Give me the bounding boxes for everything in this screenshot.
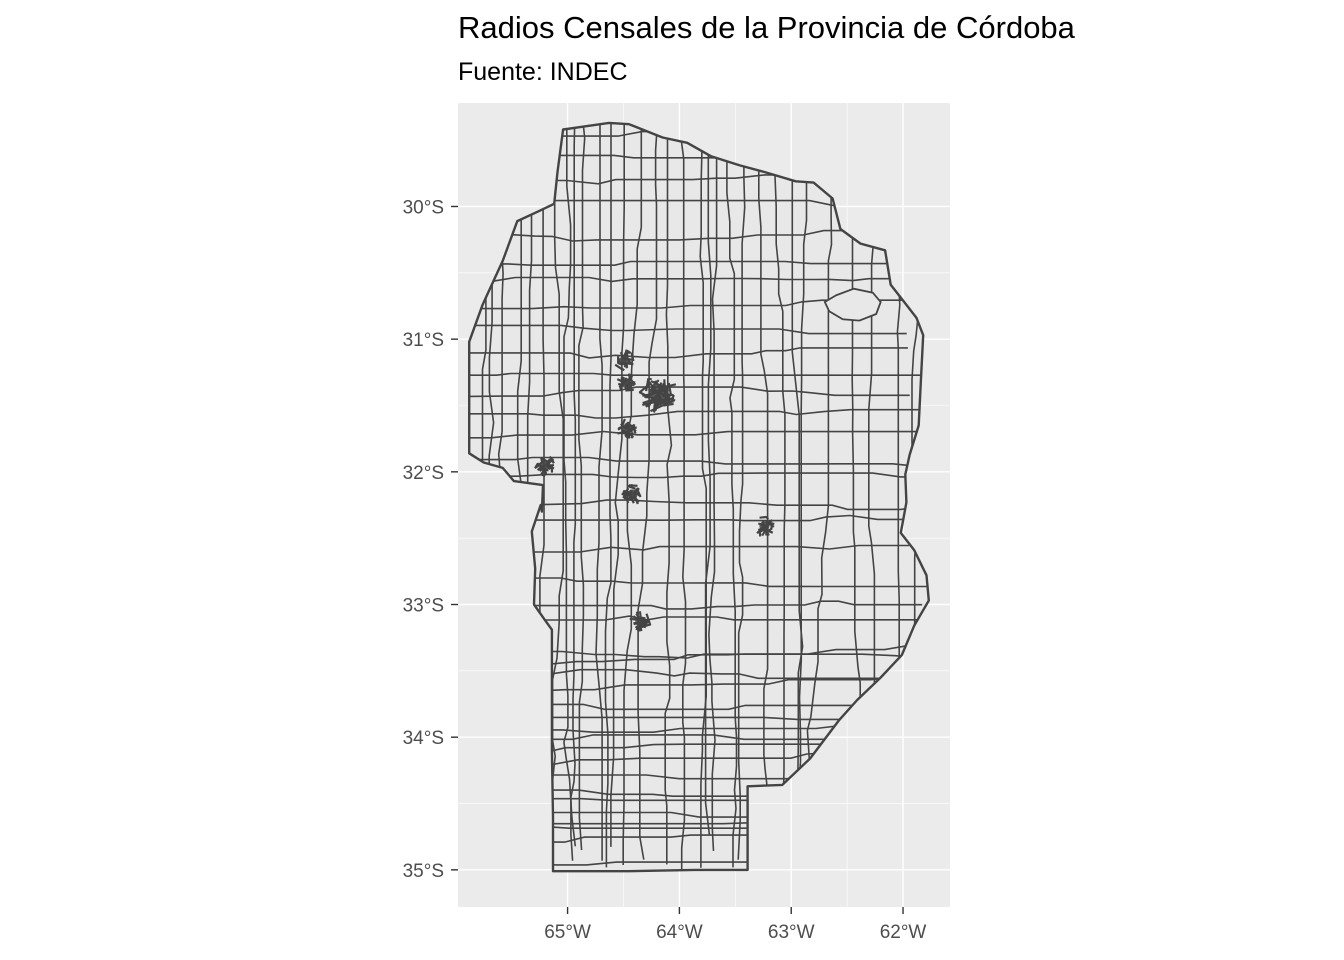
census-radius-mesh — [469, 122, 928, 872]
y-tick-label: 30°S — [403, 197, 444, 218]
urban-cluster — [620, 377, 631, 388]
y-tick-label: 35°S — [403, 861, 444, 882]
radius-boundary — [563, 122, 577, 847]
radius-boundary — [637, 122, 659, 860]
urban-radius-boundary — [622, 495, 629, 501]
radius-boundary — [570, 122, 577, 861]
x-tick-label: 63°W — [768, 922, 815, 943]
urban-radius-boundary — [541, 473, 546, 477]
radius-boundary — [578, 122, 586, 851]
radius-boundary — [726, 122, 738, 868]
y-tick-label: 33°S — [403, 596, 444, 617]
urban-radius-boundary — [658, 395, 670, 406]
y-tick-label: 31°S — [403, 330, 444, 351]
urban-cluster — [649, 384, 668, 403]
y-tick-label: 32°S — [403, 463, 444, 484]
axes: 30°S 31°S 32°S 33°S 34°S 35°S 65°W 64°W 63°W 62°W — [403, 197, 927, 943]
radius-boundary — [737, 122, 746, 860]
urban-radius-boundary — [629, 378, 637, 386]
urban-cluster — [619, 355, 630, 366]
radius-boundary — [469, 372, 928, 376]
radius-boundary — [758, 122, 771, 870]
radius-boundary — [604, 122, 615, 868]
urban-radius-boundary — [770, 523, 773, 530]
radius-boundary — [664, 122, 673, 865]
radius-boundary — [791, 122, 804, 850]
x-tick-label: 65°W — [544, 922, 591, 943]
urban-radius-boundary — [614, 363, 624, 371]
urban-radius-boundary — [638, 382, 652, 394]
radius-boundary — [469, 260, 907, 266]
province-fill — [469, 122, 929, 872]
urban-radius-boundary — [765, 529, 774, 534]
radius-boundary — [610, 122, 628, 847]
urban-cluster — [627, 489, 638, 500]
radius-boundary — [469, 430, 920, 442]
radius-boundary — [797, 122, 808, 843]
urban-radius-boundary — [633, 429, 637, 434]
radius-boundary — [804, 122, 833, 850]
urban-radius-boundary — [764, 515, 770, 520]
province-boundary — [468, 121, 930, 873]
urban-radius-boundary — [617, 361, 623, 366]
urban-radius-boundary — [625, 349, 630, 356]
radius-boundary — [469, 600, 923, 610]
radius-boundary — [774, 122, 786, 858]
y-tick-label: 34°S — [403, 728, 444, 749]
urban-radius-boundary — [663, 402, 674, 407]
lake-polygon — [823, 287, 882, 322]
radius-boundary — [708, 122, 719, 851]
radius-boundary — [469, 347, 908, 359]
radius-boundary — [704, 122, 712, 836]
urban-radius-boundary — [627, 483, 633, 488]
urban-cluster — [540, 460, 551, 471]
urban-radius-boundary — [628, 350, 632, 355]
radius-boundary — [622, 122, 643, 865]
urban-cluster — [635, 616, 646, 627]
urban-radius-boundary — [624, 434, 628, 438]
chart-subtitle: Fuente: INDEC — [458, 58, 628, 86]
radius-boundary — [469, 472, 928, 482]
radius-boundary — [695, 122, 707, 868]
radius-boundary — [680, 122, 687, 871]
urban-cluster — [621, 424, 632, 435]
urban-cluster — [759, 521, 770, 532]
x-tick-label: 64°W — [656, 922, 703, 943]
urban-radius-boundary — [649, 377, 652, 381]
radius-boundary — [469, 408, 928, 419]
urban-radius-boundary — [630, 352, 635, 362]
urban-radius-boundary — [759, 515, 767, 519]
urban-radius-boundary — [667, 383, 677, 388]
chart-title: Radios Censales de la Provincia de Córdo… — [458, 10, 1075, 45]
map-layer — [468, 121, 930, 873]
urban-radius-boundary — [628, 431, 635, 436]
x-tick-label: 62°W — [880, 922, 927, 943]
radius-boundary — [595, 122, 603, 861]
